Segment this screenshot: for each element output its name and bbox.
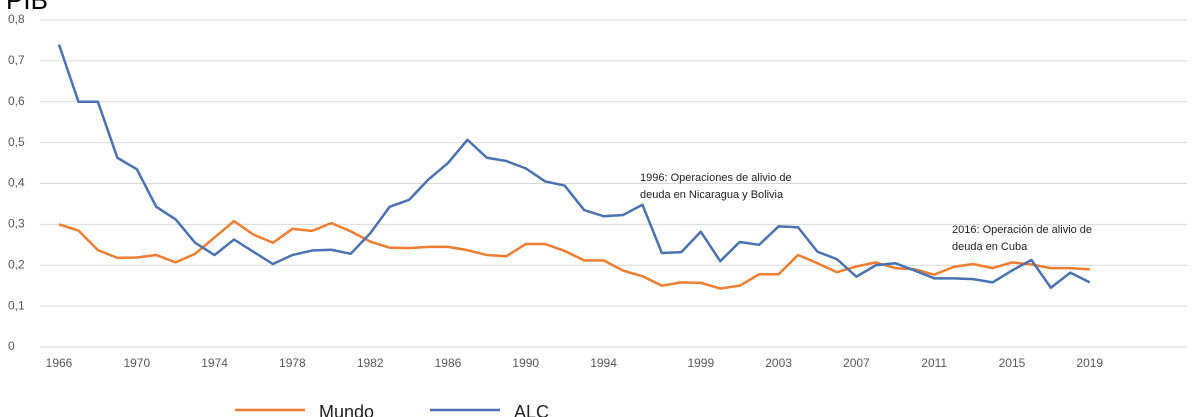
x-tick-label: 2003: [765, 356, 792, 370]
y-tick-label: 0,4: [8, 176, 25, 190]
y-tick-label: 0: [8, 339, 15, 353]
x-tick-label: 2019: [1076, 356, 1103, 370]
x-tick-label: 1966: [46, 356, 73, 370]
annotation: deuda en Nicaragua y Bolivia: [640, 189, 784, 201]
annotation: 2016: Operación de alivio de: [952, 224, 1092, 236]
x-tick-label: 2011: [921, 356, 947, 370]
y-tick-label: 0,8: [8, 12, 25, 26]
y-tick-label: 0,7: [8, 53, 25, 67]
x-tick-label: 1999: [687, 356, 714, 370]
y-tick-label: 0,3: [8, 217, 25, 231]
legend-label: ALC: [514, 402, 549, 417]
data-line: [57, 44, 1091, 289]
x-tick-label: 1986: [435, 356, 462, 370]
y-tick-label: 0,2: [8, 257, 25, 271]
x-tick-label: 1978: [279, 356, 306, 370]
x-tick-label: 1994: [590, 356, 617, 370]
x-tick-label: 1990: [512, 356, 539, 370]
x-tick-label: 2007: [843, 356, 870, 370]
x-tick-label: 2015: [999, 356, 1026, 370]
annotation: deuda en Cuba: [952, 241, 1028, 253]
y-tick-label: 0,1: [8, 298, 25, 312]
x-tick-label: 1982: [357, 356, 384, 370]
data-line: [58, 219, 1090, 290]
annotation: 1996: Operaciones de alivio de: [640, 172, 792, 184]
legend-label: Mundo: [319, 402, 374, 417]
y-tick-label: 0,6: [8, 94, 25, 108]
x-tick-label: 1974: [201, 356, 228, 370]
y-tick-label: 0,5: [8, 135, 25, 149]
x-tick-label: 1970: [123, 356, 150, 370]
chart-title: PIB: [6, 0, 48, 15]
